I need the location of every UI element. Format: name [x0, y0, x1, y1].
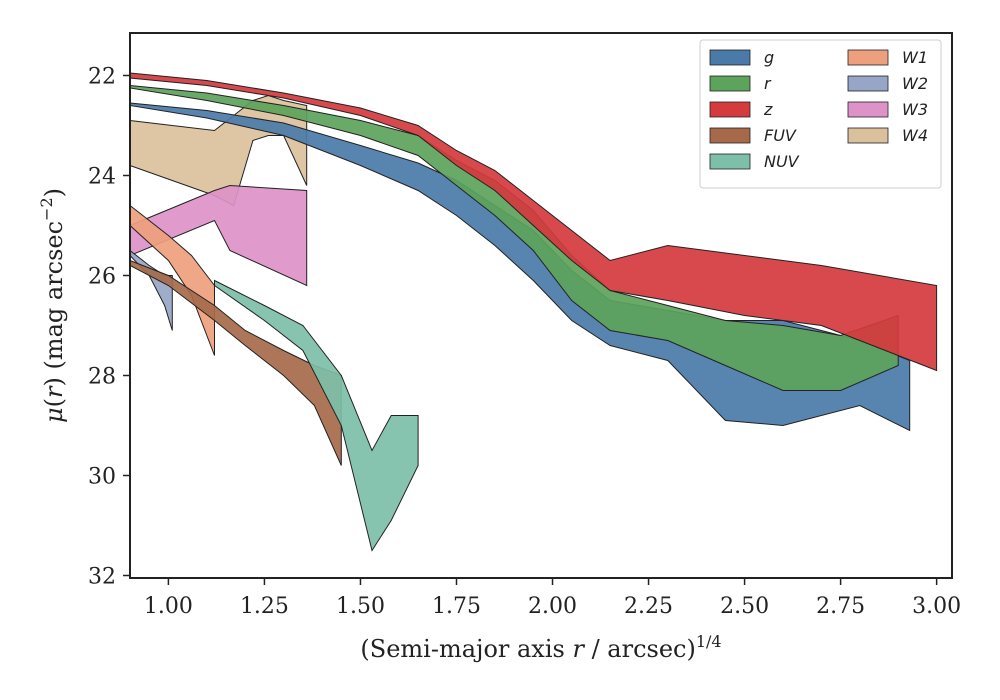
x-axis-ticks: 1.00 1.25 1.50 1.75 2.00 2.25 2.50 2.75 3.00	[144, 578, 961, 619]
legend-label-fuv: FUV	[764, 126, 797, 145]
x-tick-label: 1.50	[336, 594, 385, 619]
legend-swatch-w4	[847, 127, 889, 144]
legend-swatch-r	[709, 75, 751, 92]
y-tick-label: 22	[88, 65, 116, 90]
x-tick-label: 1.00	[144, 594, 193, 619]
band-area-w2	[129, 249, 173, 331]
legend-label-nuv: NUV	[764, 152, 800, 171]
band-area-fuv	[129, 259, 342, 466]
x-tick-label: 2.00	[528, 594, 577, 619]
legend-label-w1: W1	[902, 48, 928, 67]
x-tick-label: 2.25	[624, 594, 673, 619]
band-areas	[129, 72, 938, 552]
y-tick-label: 26	[88, 265, 116, 290]
legend-swatch-w3	[847, 101, 889, 118]
y-tick-label: 32	[88, 565, 116, 590]
y-axis-ticks: 22 24 26 28 30 32	[88, 65, 130, 590]
x-tick-label: 1.25	[240, 594, 289, 619]
y-axis-label: μ(r) (mag arcsec−2)	[37, 188, 68, 423]
x-tick-label: 2.75	[816, 594, 865, 619]
legend-swatch-w2	[847, 75, 889, 92]
legend-swatch-z	[709, 101, 751, 118]
y-tick-label: 28	[88, 365, 116, 390]
legend-label-w4: W4	[902, 126, 928, 145]
legend-label-g: g	[764, 48, 774, 67]
x-tick-label: 1.75	[432, 594, 481, 619]
band-area-w1	[129, 204, 215, 356]
legend-label-r: r	[764, 74, 772, 93]
plot-frame	[129, 32, 953, 579]
legend-swatch-fuv	[709, 127, 751, 144]
legend-label-w2: W2	[902, 74, 928, 93]
legend-label-w3: W3	[902, 100, 928, 119]
x-axis-label: (Semi-major axis r / arcsec)1/4	[360, 632, 721, 663]
legend-swatch-g	[709, 49, 751, 66]
x-tick-label: 2.50	[720, 594, 769, 619]
y-tick-label: 30	[88, 465, 116, 490]
y-tick-label: 24	[88, 165, 116, 190]
legend: grz FUV NUV W1 W2 W3 W4	[699, 39, 942, 189]
legend-swatch-w1	[847, 49, 889, 66]
legend-swatch-nuv	[709, 153, 751, 170]
x-tick-label: 3.00	[912, 594, 961, 619]
band-area-z	[129, 72, 938, 372]
legend-label-z: z	[763, 100, 773, 119]
band-area-nuv	[214, 279, 419, 552]
